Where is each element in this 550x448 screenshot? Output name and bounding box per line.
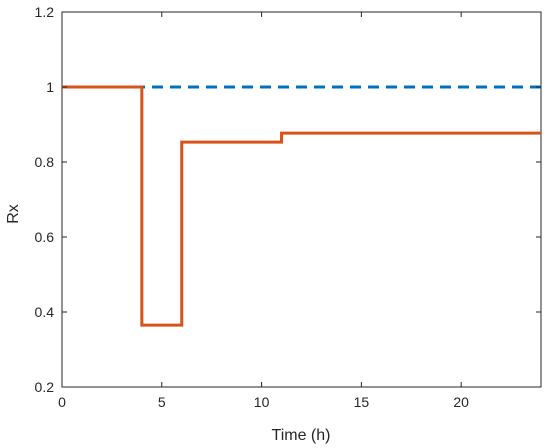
- axes-frame: [61, 11, 542, 388]
- x-tick-label: 20: [453, 394, 469, 410]
- x-tick-label: 15: [354, 394, 370, 410]
- y-tick-label: 1: [46, 79, 54, 95]
- y-axis-label: Rx: [5, 204, 22, 224]
- y-tick-label: 0.4: [35, 304, 55, 320]
- series-layer: [62, 85, 541, 327]
- y-tick-label: 0.8: [35, 154, 55, 170]
- series-line-2: [62, 85, 541, 327]
- y-tick-label: 0.6: [35, 229, 55, 245]
- y-axis-ticks: 0.2 0.4 0.6 0.8 1 1.2: [35, 4, 541, 395]
- x-axis-ticks: 0 5 10 15 20: [58, 12, 469, 410]
- y-tick-label: 0.2: [35, 379, 55, 395]
- x-tick-label: 10: [254, 394, 270, 410]
- x-tick-label: 5: [158, 394, 166, 410]
- y-tick-label: 1.2: [35, 4, 55, 20]
- plot-area: [61, 11, 542, 388]
- x-tick-label: 0: [58, 394, 66, 410]
- x-axis-label: Time (h): [272, 427, 331, 444]
